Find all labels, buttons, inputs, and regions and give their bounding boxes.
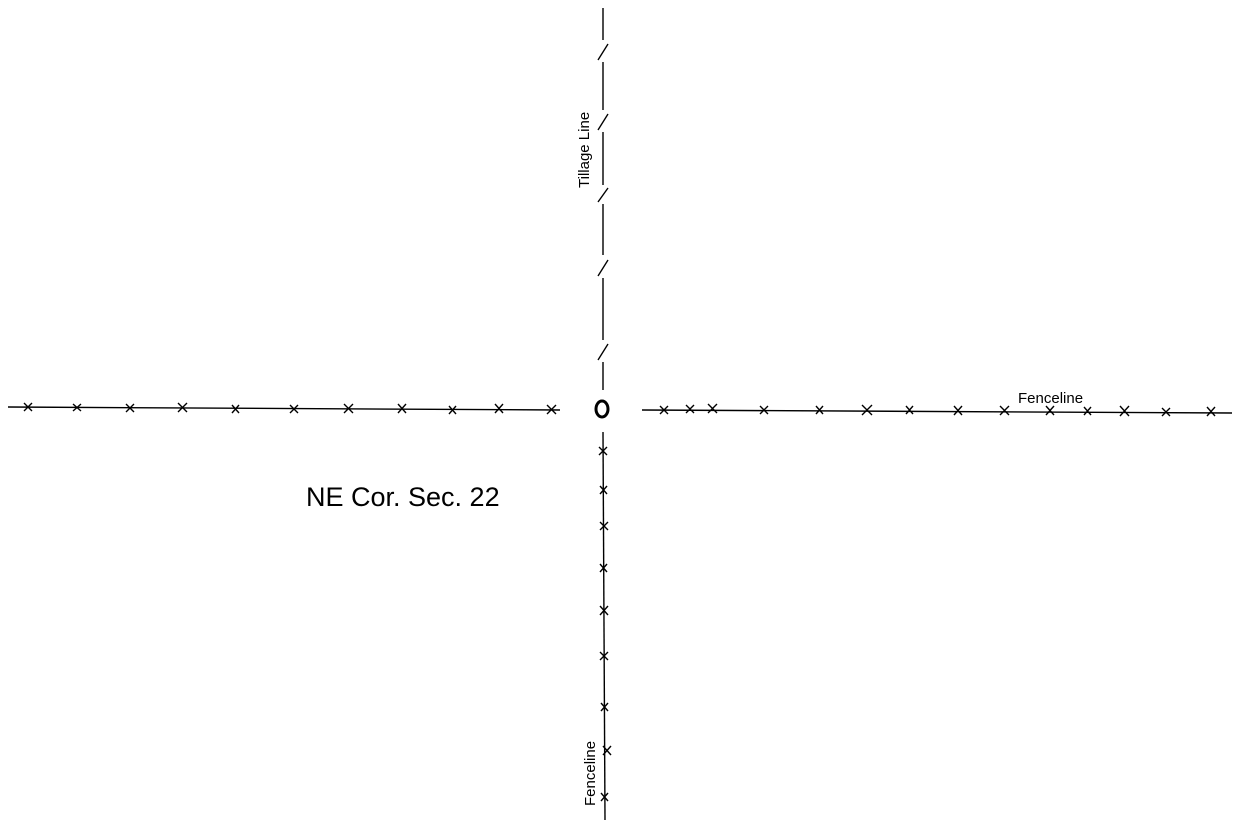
fence-mark: [599, 605, 609, 616]
fence-mark: [289, 404, 299, 414]
fence-mark: [448, 405, 457, 415]
fence-mark: [861, 404, 873, 416]
fence-mark: [599, 563, 608, 573]
fence-mark: [600, 792, 609, 802]
fence-mark: [1161, 407, 1171, 417]
tillage-line-break-5: [597, 343, 609, 361]
tillage-line-break-4: [597, 259, 609, 277]
fence-mark: [1206, 406, 1216, 417]
fence-mark: [599, 485, 608, 495]
corner-monument: [594, 399, 610, 419]
fenceline-south-line: [602, 431, 606, 821]
fence-mark: [546, 404, 557, 415]
fence-mark: [23, 402, 33, 412]
tillage-line-break-2: [597, 113, 609, 131]
fence-mark: [397, 403, 407, 414]
tillage-line: [597, 8, 609, 390]
fence-mark: [599, 521, 609, 531]
fence-mark: [125, 403, 135, 413]
fence-mark: [598, 446, 608, 456]
fence-mark: [343, 403, 354, 414]
fenceline-south-label: Fenceline: [582, 741, 599, 806]
tillage-line-break-1: [597, 43, 609, 61]
tillage-line-label: Tillage Line: [576, 112, 593, 188]
fence-mark: [999, 405, 1010, 416]
fenceline-east-label: Fenceline: [1018, 390, 1083, 407]
fence-mark: [659, 405, 669, 415]
fence-mark: [602, 745, 612, 756]
fence-mark: [494, 403, 504, 414]
fenceline-south: [598, 431, 612, 821]
fence-mark: [1045, 405, 1055, 416]
fence-mark: [685, 404, 695, 414]
fence-mark: [1083, 406, 1092, 416]
fence-mark: [177, 402, 188, 413]
fence-mark: [72, 403, 82, 412]
fence-mark: [599, 651, 609, 661]
fence-mark: [815, 405, 824, 415]
fenceline-west: [7, 402, 561, 415]
fenceline-east: [641, 403, 1233, 417]
fence-mark: [707, 403, 718, 414]
fence-mark: [905, 405, 914, 415]
fenceline-west-line: [7, 406, 561, 411]
fence-mark: [953, 405, 963, 416]
tillage-line-break-3: [597, 187, 609, 203]
fenceline-east-line: [641, 409, 1233, 414]
fence-mark: [759, 405, 769, 415]
fence-mark: [600, 702, 609, 712]
corner-label: NE Cor. Sec. 22: [306, 482, 500, 512]
fence-mark: [231, 404, 240, 414]
fence-mark: [1119, 405, 1130, 417]
